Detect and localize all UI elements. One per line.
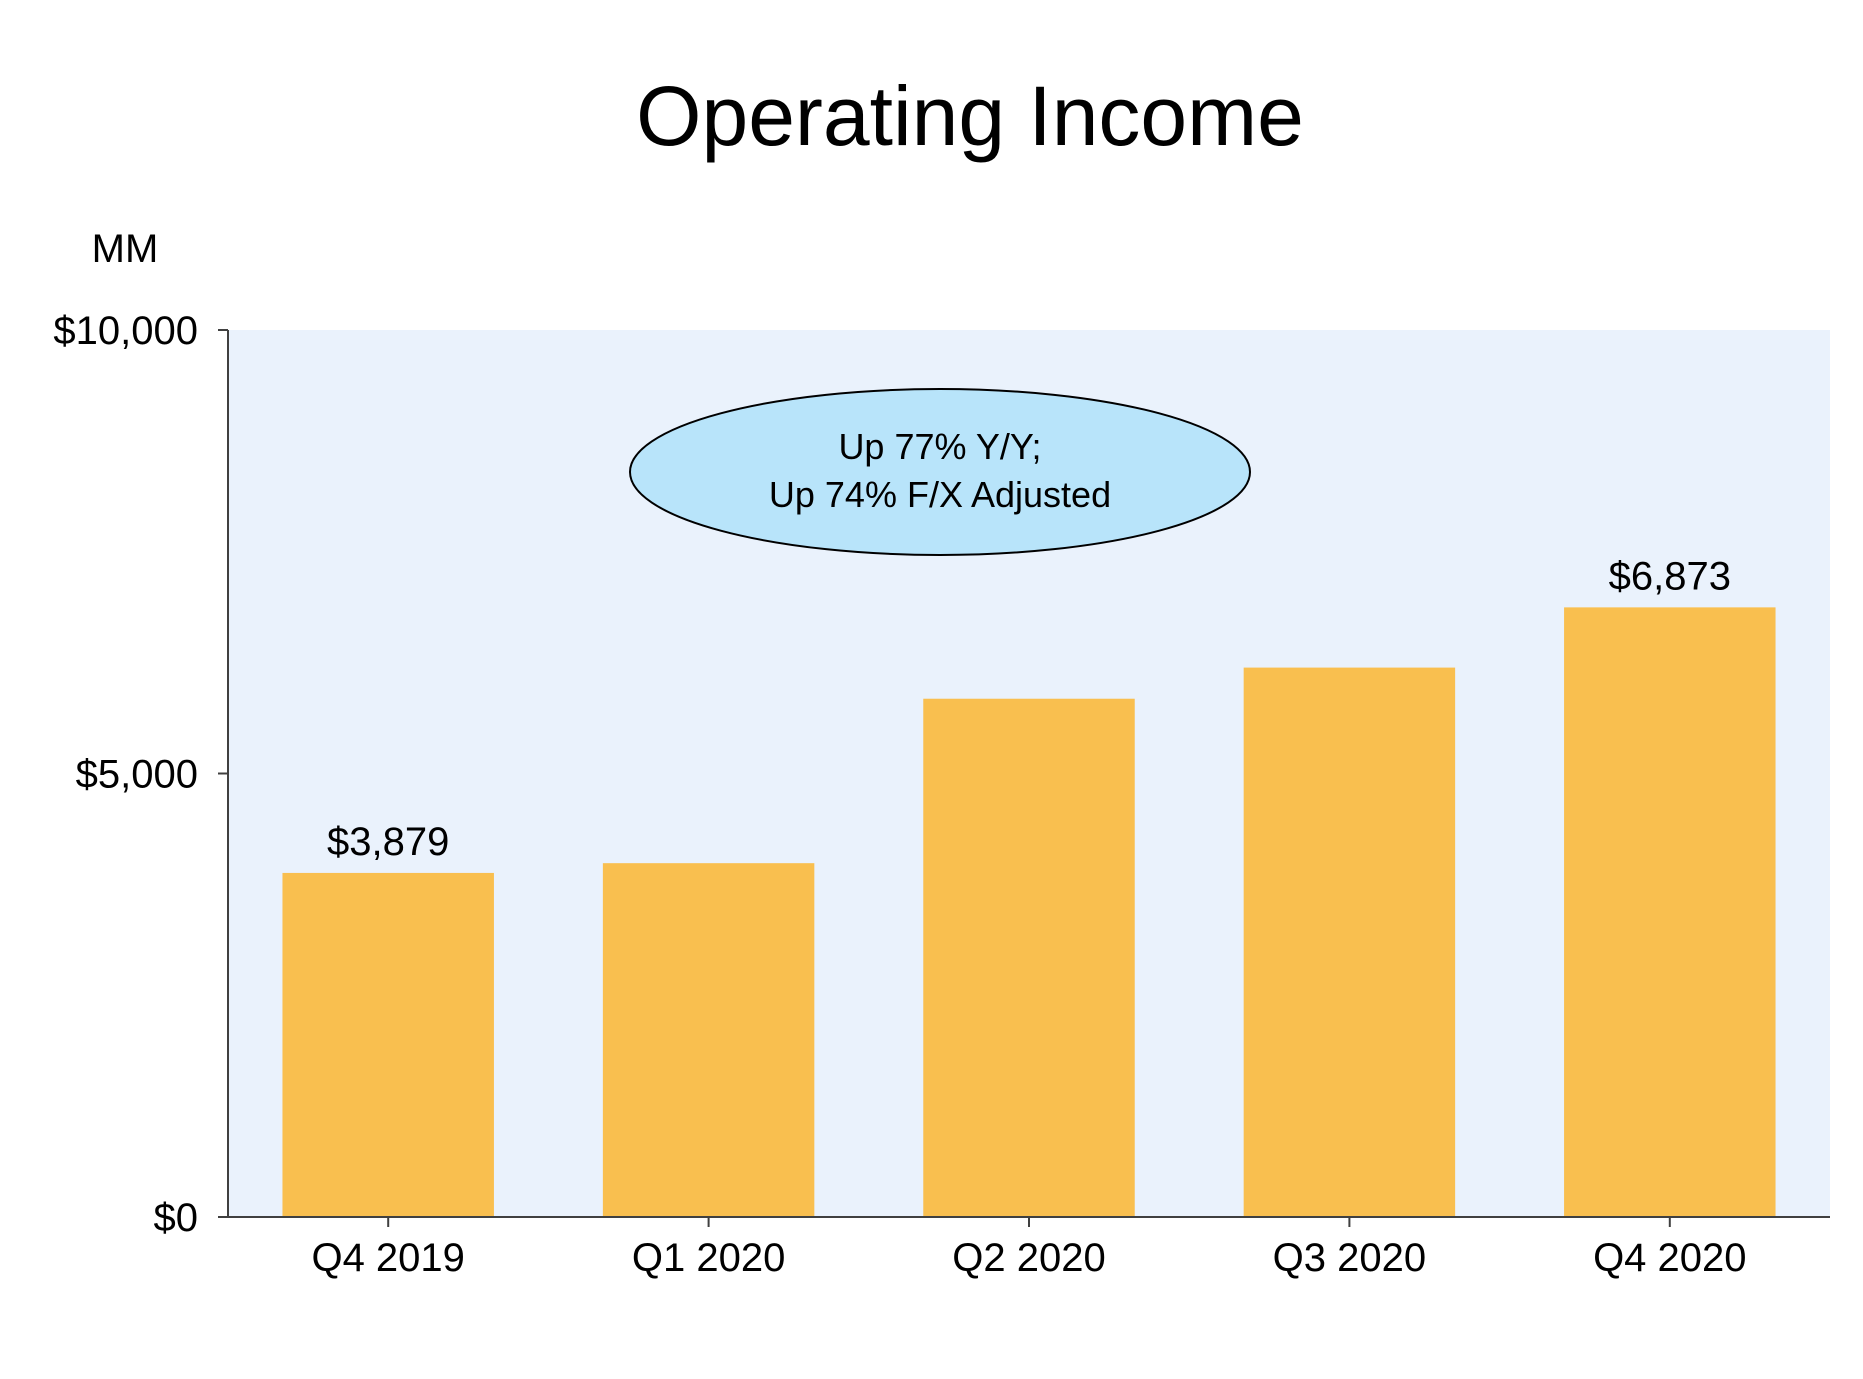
callout: Up 77% Y/Y; Up 74% F/X Adjusted [629,388,1251,556]
y-tick-label: $5,000 [76,753,198,797]
x-tick-label: Q1 2020 [632,1236,785,1280]
x-tick-label: Q3 2020 [1273,1236,1426,1280]
axes-group [218,329,1830,1227]
labels-group: Q4 2019 $3,879 Q1 2020 Q2 2020 Q3 2020 Q4 202… [53,309,1746,1280]
x-tick-label: Q4 2019 [311,1236,464,1280]
bars-group [282,607,1776,1217]
bar-q3-2020 [1243,667,1456,1217]
callout-line: Up 74% F/X Adjusted [769,474,1111,515]
data-label: $3,879 [327,820,449,864]
callout-line: Up 77% Y/Y; [838,426,1041,467]
data-label: $6,873 [1609,554,1731,598]
bar-q4-2020 [1564,607,1776,1217]
x-tick-label: Q4 2020 [1593,1236,1746,1280]
callout-ellipse [629,388,1251,556]
y-tick-label: $10,000 [53,309,198,353]
x-tick-label: Q2 2020 [952,1236,1105,1280]
bar-q4-2019 [282,872,494,1217]
bar-q1-2020 [602,863,815,1217]
chart-title: Operating Income [636,69,1304,163]
y-tick-label: $0 [154,1196,199,1240]
y-unit-label: MM [92,227,159,271]
bar-q2-2020 [923,698,1135,1217]
